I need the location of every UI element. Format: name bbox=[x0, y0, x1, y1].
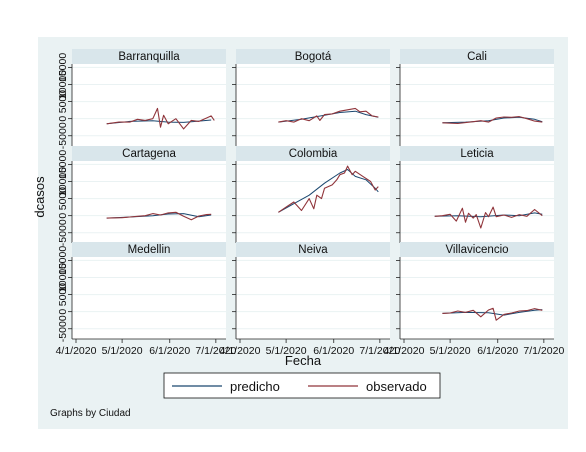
panel-title-neiva: Neiva bbox=[298, 244, 328, 256]
series-observado-villavicencio bbox=[442, 307, 543, 321]
legend: predicho observado bbox=[163, 372, 441, 399]
x-tick-label-villavicencio-0: 4/1/2020 bbox=[384, 345, 425, 357]
legend-label-observado: observado bbox=[366, 379, 427, 394]
series-observado-colombia bbox=[278, 165, 379, 213]
plot-area-cali bbox=[400, 64, 554, 146]
axes-labels: dcasos Fecha bbox=[32, 176, 322, 368]
plot-area-villavicencio bbox=[400, 257, 554, 339]
panel-villavicencio: Villavicencio 4/1/2020 5/1/2020 6/1/2020 7/1… bbox=[384, 242, 564, 357]
x-tick-label-medellin-1: 5/1/2020 bbox=[102, 345, 143, 357]
y-tick-label-barranquilla-0: -5000 bbox=[57, 122, 69, 149]
x-axis-title: Fecha bbox=[285, 353, 322, 368]
plot-area-colombia bbox=[236, 161, 390, 243]
y-tick-label-cartagena-2: 5000 bbox=[57, 187, 69, 211]
x-tick-label-neiva-3: 7/1/2020 bbox=[359, 345, 400, 357]
panel-header-neiva bbox=[236, 242, 390, 257]
y-tick-label-cartagena-1: 0 bbox=[57, 213, 69, 219]
y-axis-title: dcasos bbox=[32, 176, 47, 218]
y-tick-label-barranquilla-1: 0 bbox=[57, 116, 69, 122]
plot-area-neiva bbox=[236, 257, 390, 339]
y-tick-label-medellin-0: -5000 bbox=[57, 315, 69, 342]
y-tick-label-medellin-1: 0 bbox=[57, 309, 69, 315]
y-tick-label-cartagena-0: -5000 bbox=[57, 219, 69, 246]
panel-bogota: Bogotá bbox=[232, 49, 390, 146]
panel-header-bogota bbox=[236, 49, 390, 64]
x-tick-label-medellin-2: 6/1/2020 bbox=[149, 345, 190, 357]
y-tick-label-cartagena-3: 10000 bbox=[57, 167, 69, 196]
x-tick-label-neiva-1: 5/1/2020 bbox=[266, 345, 307, 357]
y-tick-label-barranquilla-3: 10000 bbox=[57, 70, 69, 99]
series-observado-barranquilla bbox=[106, 107, 215, 130]
series-observado-cali bbox=[442, 116, 543, 125]
panel-title-colombia: Colombia bbox=[289, 148, 338, 160]
series-predicho-colombia bbox=[278, 169, 379, 213]
y-tick-label-medellin-2: 5000 bbox=[57, 283, 69, 307]
x-tick-label-neiva-0: 4/1/2020 bbox=[220, 345, 261, 357]
x-tick-label-neiva-2: 6/1/2020 bbox=[313, 345, 354, 357]
panel-title-cali: Cali bbox=[467, 51, 487, 63]
panel-header-barranquilla bbox=[72, 49, 226, 64]
panel-title-leticia: Leticia bbox=[460, 148, 494, 160]
plot-area-medellin bbox=[72, 257, 226, 339]
panel-header-medellin bbox=[72, 242, 226, 257]
panel-title-cartagena: Cartagena bbox=[122, 148, 176, 160]
series-observado-leticia bbox=[434, 206, 543, 229]
panel-title-medellin: Medellin bbox=[128, 244, 171, 256]
panel-colombia: Colombia bbox=[232, 146, 390, 243]
x-tick-label-villavicencio-2: 6/1/2020 bbox=[477, 345, 518, 357]
panel-header-leticia bbox=[400, 146, 554, 161]
plot-area-cartagena bbox=[72, 161, 226, 243]
panel-header-colombia bbox=[236, 146, 390, 161]
panel-neiva: Neiva 4/1/2020 5/1/2020 6/1/2020 7/1/2020 bbox=[220, 242, 400, 357]
y-tick-label-medellin-4: 15000 bbox=[57, 246, 69, 275]
x-tick-label-villavicencio-1: 5/1/2020 bbox=[430, 345, 471, 357]
graphs-by-note: Graphs by Ciudad bbox=[50, 408, 131, 419]
plot-area-barranquilla bbox=[72, 64, 226, 146]
y-tick-label-barranquilla-4: 15000 bbox=[57, 53, 69, 82]
panel-title-barranquilla: Barranquilla bbox=[118, 51, 180, 63]
plot-area-leticia bbox=[400, 161, 554, 243]
y-tick-label-barranquilla-2: 5000 bbox=[57, 90, 69, 114]
y-tick-label-medellin-3: 10000 bbox=[57, 263, 69, 292]
panel-leticia: Leticia bbox=[396, 146, 554, 243]
panel-header-cartagena bbox=[72, 146, 226, 161]
x-tick-label-medellin-0: 4/1/2020 bbox=[56, 345, 97, 357]
series-observado-cartagena bbox=[106, 211, 212, 221]
x-tick-label-medellin-3: 7/1/2020 bbox=[195, 345, 236, 357]
panel-header-villavicencio bbox=[400, 242, 554, 257]
x-tick-label-villavicencio-3: 7/1/2020 bbox=[523, 345, 564, 357]
plot-area-bogota bbox=[236, 64, 390, 146]
panel-cali: Cali bbox=[396, 49, 554, 146]
series-observado-bogota bbox=[278, 107, 379, 123]
y-tick-label-cartagena-4: 15000 bbox=[57, 150, 69, 179]
legend-label-predicho: predicho bbox=[230, 379, 280, 394]
panel-header-cali bbox=[400, 49, 554, 64]
panel-title-villavicencio: Villavicencio bbox=[445, 244, 508, 256]
panel-title-bogota: Bogotá bbox=[295, 51, 332, 63]
